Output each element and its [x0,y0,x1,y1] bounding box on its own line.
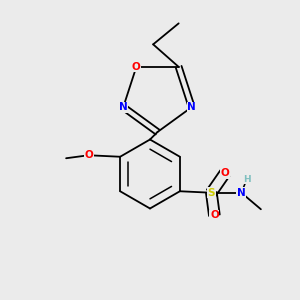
Text: O: O [220,168,229,178]
Text: S: S [208,188,215,198]
Text: O: O [132,62,141,72]
Text: N: N [237,188,246,198]
Text: O: O [210,210,219,220]
Text: H: H [243,175,250,184]
Text: N: N [188,102,196,112]
Text: N: N [119,102,128,112]
Text: O: O [84,150,93,160]
